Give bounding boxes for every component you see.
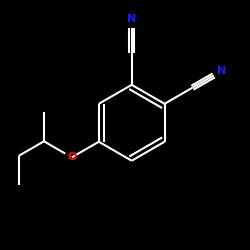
Text: O: O — [67, 152, 76, 162]
Text: N: N — [127, 14, 136, 24]
Text: N: N — [217, 66, 226, 76]
